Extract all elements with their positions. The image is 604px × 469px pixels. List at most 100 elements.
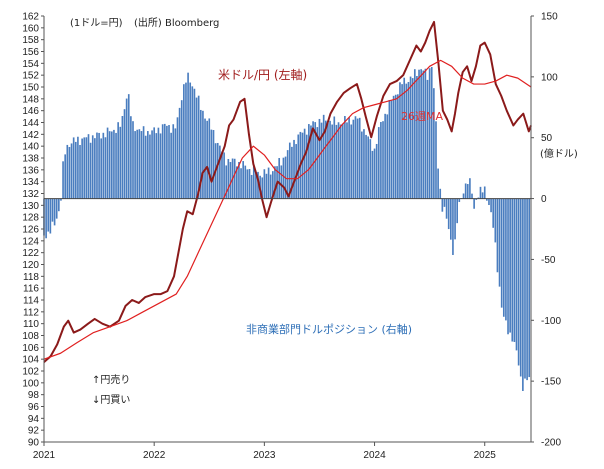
left-axis-tick-label: 162 xyxy=(22,12,39,23)
position-bar xyxy=(443,198,446,207)
position-bar xyxy=(87,134,90,199)
position-bar xyxy=(121,116,124,199)
position-bar xyxy=(248,169,251,199)
position-bar xyxy=(191,86,194,199)
position-bar xyxy=(60,198,62,201)
position-bar xyxy=(509,198,511,333)
position-bar xyxy=(390,100,393,199)
right-axis-tick-label: 150 xyxy=(541,12,558,23)
position-bar xyxy=(291,146,293,199)
left-axis-tick-label: 90 xyxy=(28,438,40,449)
position-bar xyxy=(147,131,149,199)
position-bar xyxy=(392,95,395,199)
position-bar xyxy=(115,132,117,199)
position-bar xyxy=(418,69,420,199)
position-bar xyxy=(403,77,406,199)
position-bar xyxy=(168,125,170,199)
left-unit-label: (1ドル=円) xyxy=(70,18,123,29)
position-bar xyxy=(471,193,473,199)
position-bar xyxy=(344,116,346,199)
position-bar xyxy=(51,198,54,222)
position-bar xyxy=(422,70,425,199)
position-bar xyxy=(180,100,183,199)
position-bar xyxy=(261,177,264,199)
position-bar xyxy=(85,137,88,199)
position-bar xyxy=(132,121,134,199)
position-bar xyxy=(450,198,452,240)
position-bar xyxy=(136,129,139,199)
left-axis-tick-label: 140 xyxy=(22,142,39,153)
position-bar xyxy=(106,127,109,199)
source-label: (出所) Bloomberg xyxy=(134,16,219,29)
position-bar xyxy=(53,198,56,226)
position-bar xyxy=(341,123,344,199)
position-bar xyxy=(178,107,181,199)
position-bar xyxy=(172,124,175,199)
position-bar xyxy=(72,137,75,199)
position-bar xyxy=(458,198,461,202)
position-bar xyxy=(55,198,58,219)
position-bar xyxy=(416,76,418,199)
position-bar xyxy=(496,198,499,273)
position-bar xyxy=(66,144,69,199)
position-bar xyxy=(331,124,333,199)
position-bar xyxy=(481,192,484,199)
position-bar xyxy=(176,117,179,199)
position-bar xyxy=(123,109,126,199)
position-bar xyxy=(327,123,329,199)
position-bar xyxy=(500,198,503,308)
position-bar xyxy=(445,198,448,219)
position-bar xyxy=(242,161,244,199)
position-bar xyxy=(142,126,145,199)
position-bar xyxy=(507,198,509,335)
position-bar xyxy=(130,116,132,199)
position-bar xyxy=(310,125,312,199)
position-bar xyxy=(318,118,321,199)
position-bar xyxy=(361,131,363,199)
position-bar xyxy=(511,198,514,342)
left-axis-tick-label: 124 xyxy=(22,236,39,247)
position-bar xyxy=(494,198,497,243)
right-axis-tick-label: -200 xyxy=(541,438,561,449)
position-bar xyxy=(409,76,412,199)
position-bar xyxy=(407,81,410,199)
left-axis-tick-label: 126 xyxy=(22,225,39,236)
position-bar xyxy=(70,143,73,199)
position-bar xyxy=(365,134,367,199)
left-axis-tick-label: 134 xyxy=(22,177,39,188)
left-axis-tick-label: 132 xyxy=(22,189,39,200)
position-bar xyxy=(225,165,228,199)
position-bar xyxy=(166,125,168,199)
x-axis-tick-label: 2023 xyxy=(253,450,276,461)
position-bar xyxy=(117,122,119,199)
position-bar xyxy=(119,126,122,199)
position-bar xyxy=(49,198,52,234)
position-bar xyxy=(235,166,238,199)
position-bar xyxy=(79,145,81,199)
position-bar xyxy=(464,183,467,199)
position-bar xyxy=(502,198,505,317)
position-bar xyxy=(492,198,495,228)
position-bar xyxy=(189,82,192,199)
position-bar xyxy=(350,124,353,199)
position-bar xyxy=(221,151,223,199)
position-bar xyxy=(102,132,105,199)
position-bar xyxy=(297,134,300,199)
left-axis-tick-label: 136 xyxy=(22,165,39,176)
position-bar xyxy=(524,198,526,379)
position-bar xyxy=(454,198,456,240)
position-bar xyxy=(479,186,482,199)
yen-sell-label: ↑円売り xyxy=(92,373,130,386)
right-axis-tick-label: 100 xyxy=(541,72,558,83)
position-bar xyxy=(197,95,200,199)
position-bar xyxy=(324,120,327,199)
position-bar xyxy=(505,198,507,321)
left-axis-tick-label: 102 xyxy=(22,367,39,378)
position-bar xyxy=(91,135,94,199)
position-bar xyxy=(267,167,270,199)
position-bar xyxy=(89,142,92,199)
position-bar xyxy=(498,198,501,287)
position-bar xyxy=(58,198,60,212)
position-series-label: 非商業部門ドルポジション (右軸) xyxy=(246,322,412,336)
left-axis-tick-label: 96 xyxy=(28,402,40,413)
